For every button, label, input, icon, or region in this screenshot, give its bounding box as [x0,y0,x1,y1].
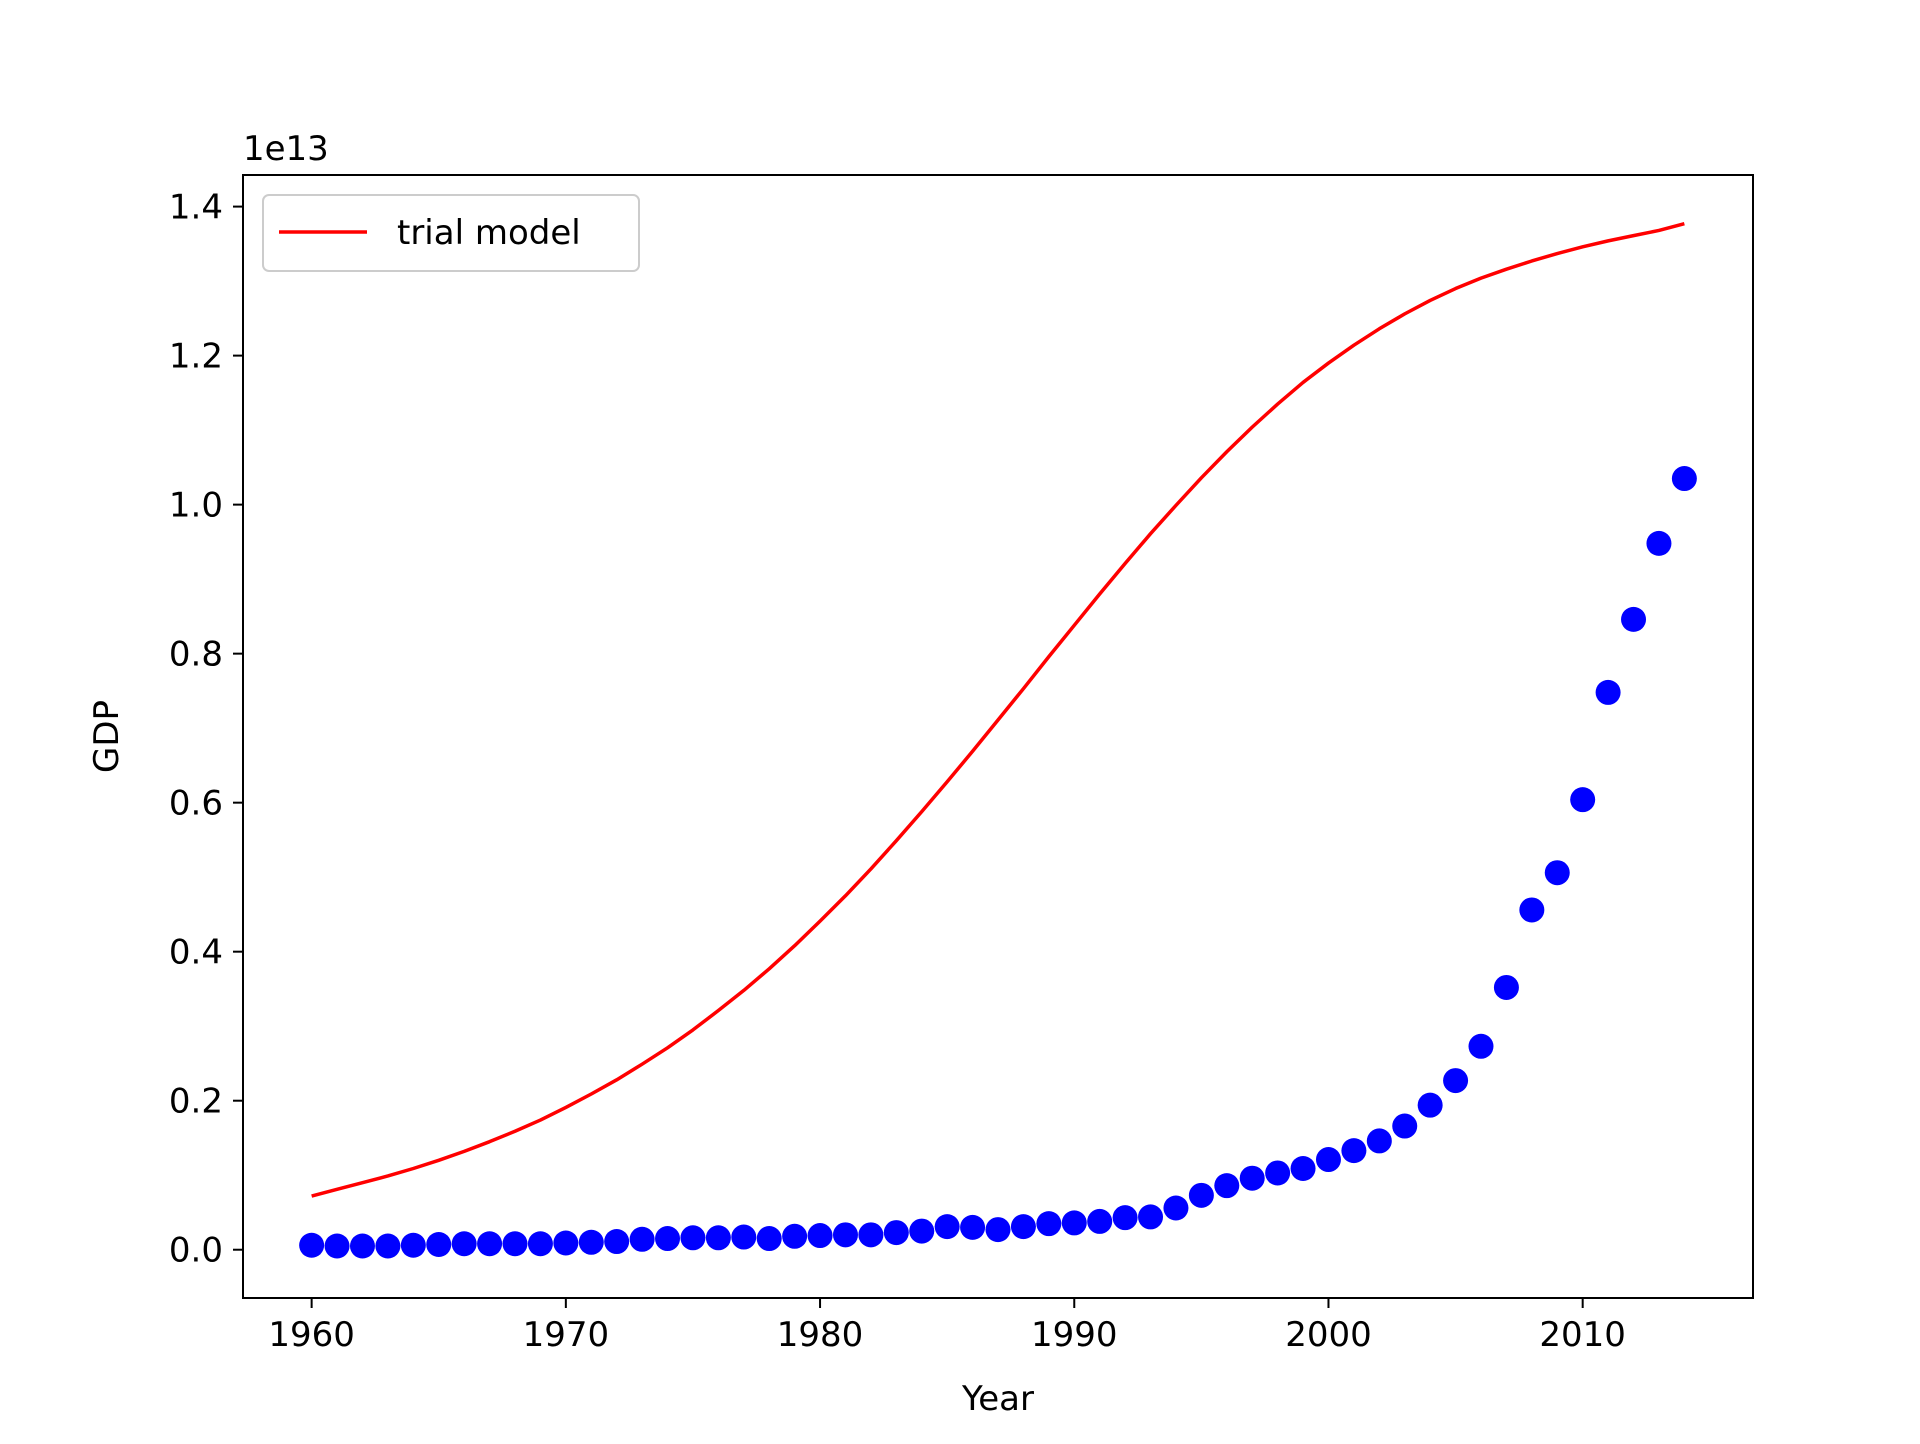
data-point [680,1225,706,1251]
data-point [1621,606,1647,632]
data-point [705,1225,731,1251]
data-point [1061,1210,1087,1236]
y-tick-label: 0.8 [169,635,223,675]
data-point [553,1230,579,1256]
data-point [299,1232,325,1258]
data-point [1366,1128,1392,1154]
y-tick-label: 0.6 [169,784,223,824]
axes-layer: 1960 1970 1980 1990 2000 2010 0.0 0.2 0.4 0.6 0.8 1… [169,188,1626,1355]
data-point [1214,1173,1240,1199]
legend-label-trial-model: trial model [397,213,581,253]
data-point [858,1222,884,1248]
data-point [960,1214,986,1240]
series-line-trial-model [311,222,1685,1198]
data-point [1315,1147,1341,1173]
y-tick-label: 1.2 [169,337,223,377]
y-tick-label: 0.4 [169,933,223,973]
x-tick-label: 1980 [777,1315,864,1355]
x-tick-label: 1960 [268,1315,355,1355]
data-point [477,1231,503,1257]
data-point [1087,1208,1113,1234]
data-point [1341,1138,1367,1164]
data-point [1392,1113,1418,1139]
x-tick-label: 2010 [1539,1315,1626,1355]
data-point [782,1223,808,1249]
legend-box [262,194,640,272]
data-point [1265,1160,1291,1186]
data-point [1544,860,1570,886]
data-point [426,1232,452,1258]
data-point [934,1214,960,1240]
data-point [1519,897,1545,923]
data-point [1010,1214,1036,1240]
data-point [807,1223,833,1249]
y-offset-label: 1e13 [243,129,329,169]
data-point [1570,787,1596,813]
y-tick-label: 1.4 [169,188,223,228]
data-point [985,1217,1011,1243]
data-point [502,1231,528,1257]
data-point [375,1233,401,1259]
data-point [1188,1182,1214,1208]
data-point [451,1231,477,1257]
data-point [1646,530,1672,556]
data-point [324,1233,350,1259]
y-tick-label: 1.0 [169,486,223,526]
x-axis-label: Year [961,1379,1034,1419]
data-point [1290,1156,1316,1182]
data-point [1468,1033,1494,1059]
data-point [909,1218,935,1244]
data-point [604,1229,630,1255]
data-point [629,1226,655,1252]
data-point [1417,1092,1443,1118]
x-tick-label: 2000 [1285,1315,1372,1355]
data-point [1163,1195,1189,1221]
data-point [1138,1204,1164,1230]
data-point [883,1220,909,1246]
data-point [349,1233,375,1259]
marks-layer [299,222,1697,1259]
legend: trial model [262,194,640,272]
data-point [756,1226,782,1252]
data-point [655,1226,681,1252]
plot-frame [242,174,1754,1299]
data-point [1443,1068,1469,1094]
data-point [1239,1165,1265,1191]
data-point [1036,1211,1062,1237]
data-point [731,1224,757,1250]
data-point [1493,974,1519,1000]
y-tick-label: 0.2 [169,1082,223,1122]
data-point [527,1231,553,1257]
data-point [1112,1205,1138,1231]
x-tick-label: 1970 [523,1315,610,1355]
x-tick-label: 1990 [1031,1315,1118,1355]
data-point [1595,679,1621,705]
data-point [1671,466,1697,492]
y-axis-label: GDP [87,700,127,773]
data-point [832,1222,858,1248]
y-tick-label: 0.0 [169,1231,223,1271]
data-point [578,1229,604,1255]
data-point [400,1232,426,1258]
